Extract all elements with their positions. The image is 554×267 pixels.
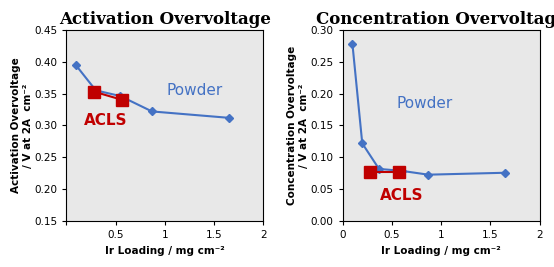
Title: Concentration Overvoltage: Concentration Overvoltage	[316, 11, 554, 28]
X-axis label: Ir Loading / mg cm⁻²: Ir Loading / mg cm⁻²	[381, 246, 501, 256]
Text: ACLS: ACLS	[380, 188, 423, 203]
Y-axis label: Activation Overvoltage
/ V at 2A  cm⁻²: Activation Overvoltage / V at 2A cm⁻²	[11, 58, 33, 193]
Title: Activation Overvoltage: Activation Overvoltage	[59, 11, 271, 28]
X-axis label: Ir Loading / mg cm⁻²: Ir Loading / mg cm⁻²	[105, 246, 224, 256]
Y-axis label: Concentration Overvoltage
/ V at 2A  cm⁻²: Concentration Overvoltage / V at 2A cm⁻²	[288, 46, 309, 205]
Text: Powder: Powder	[397, 96, 453, 111]
Text: ACLS: ACLS	[84, 113, 127, 128]
Text: Powder: Powder	[167, 83, 223, 98]
